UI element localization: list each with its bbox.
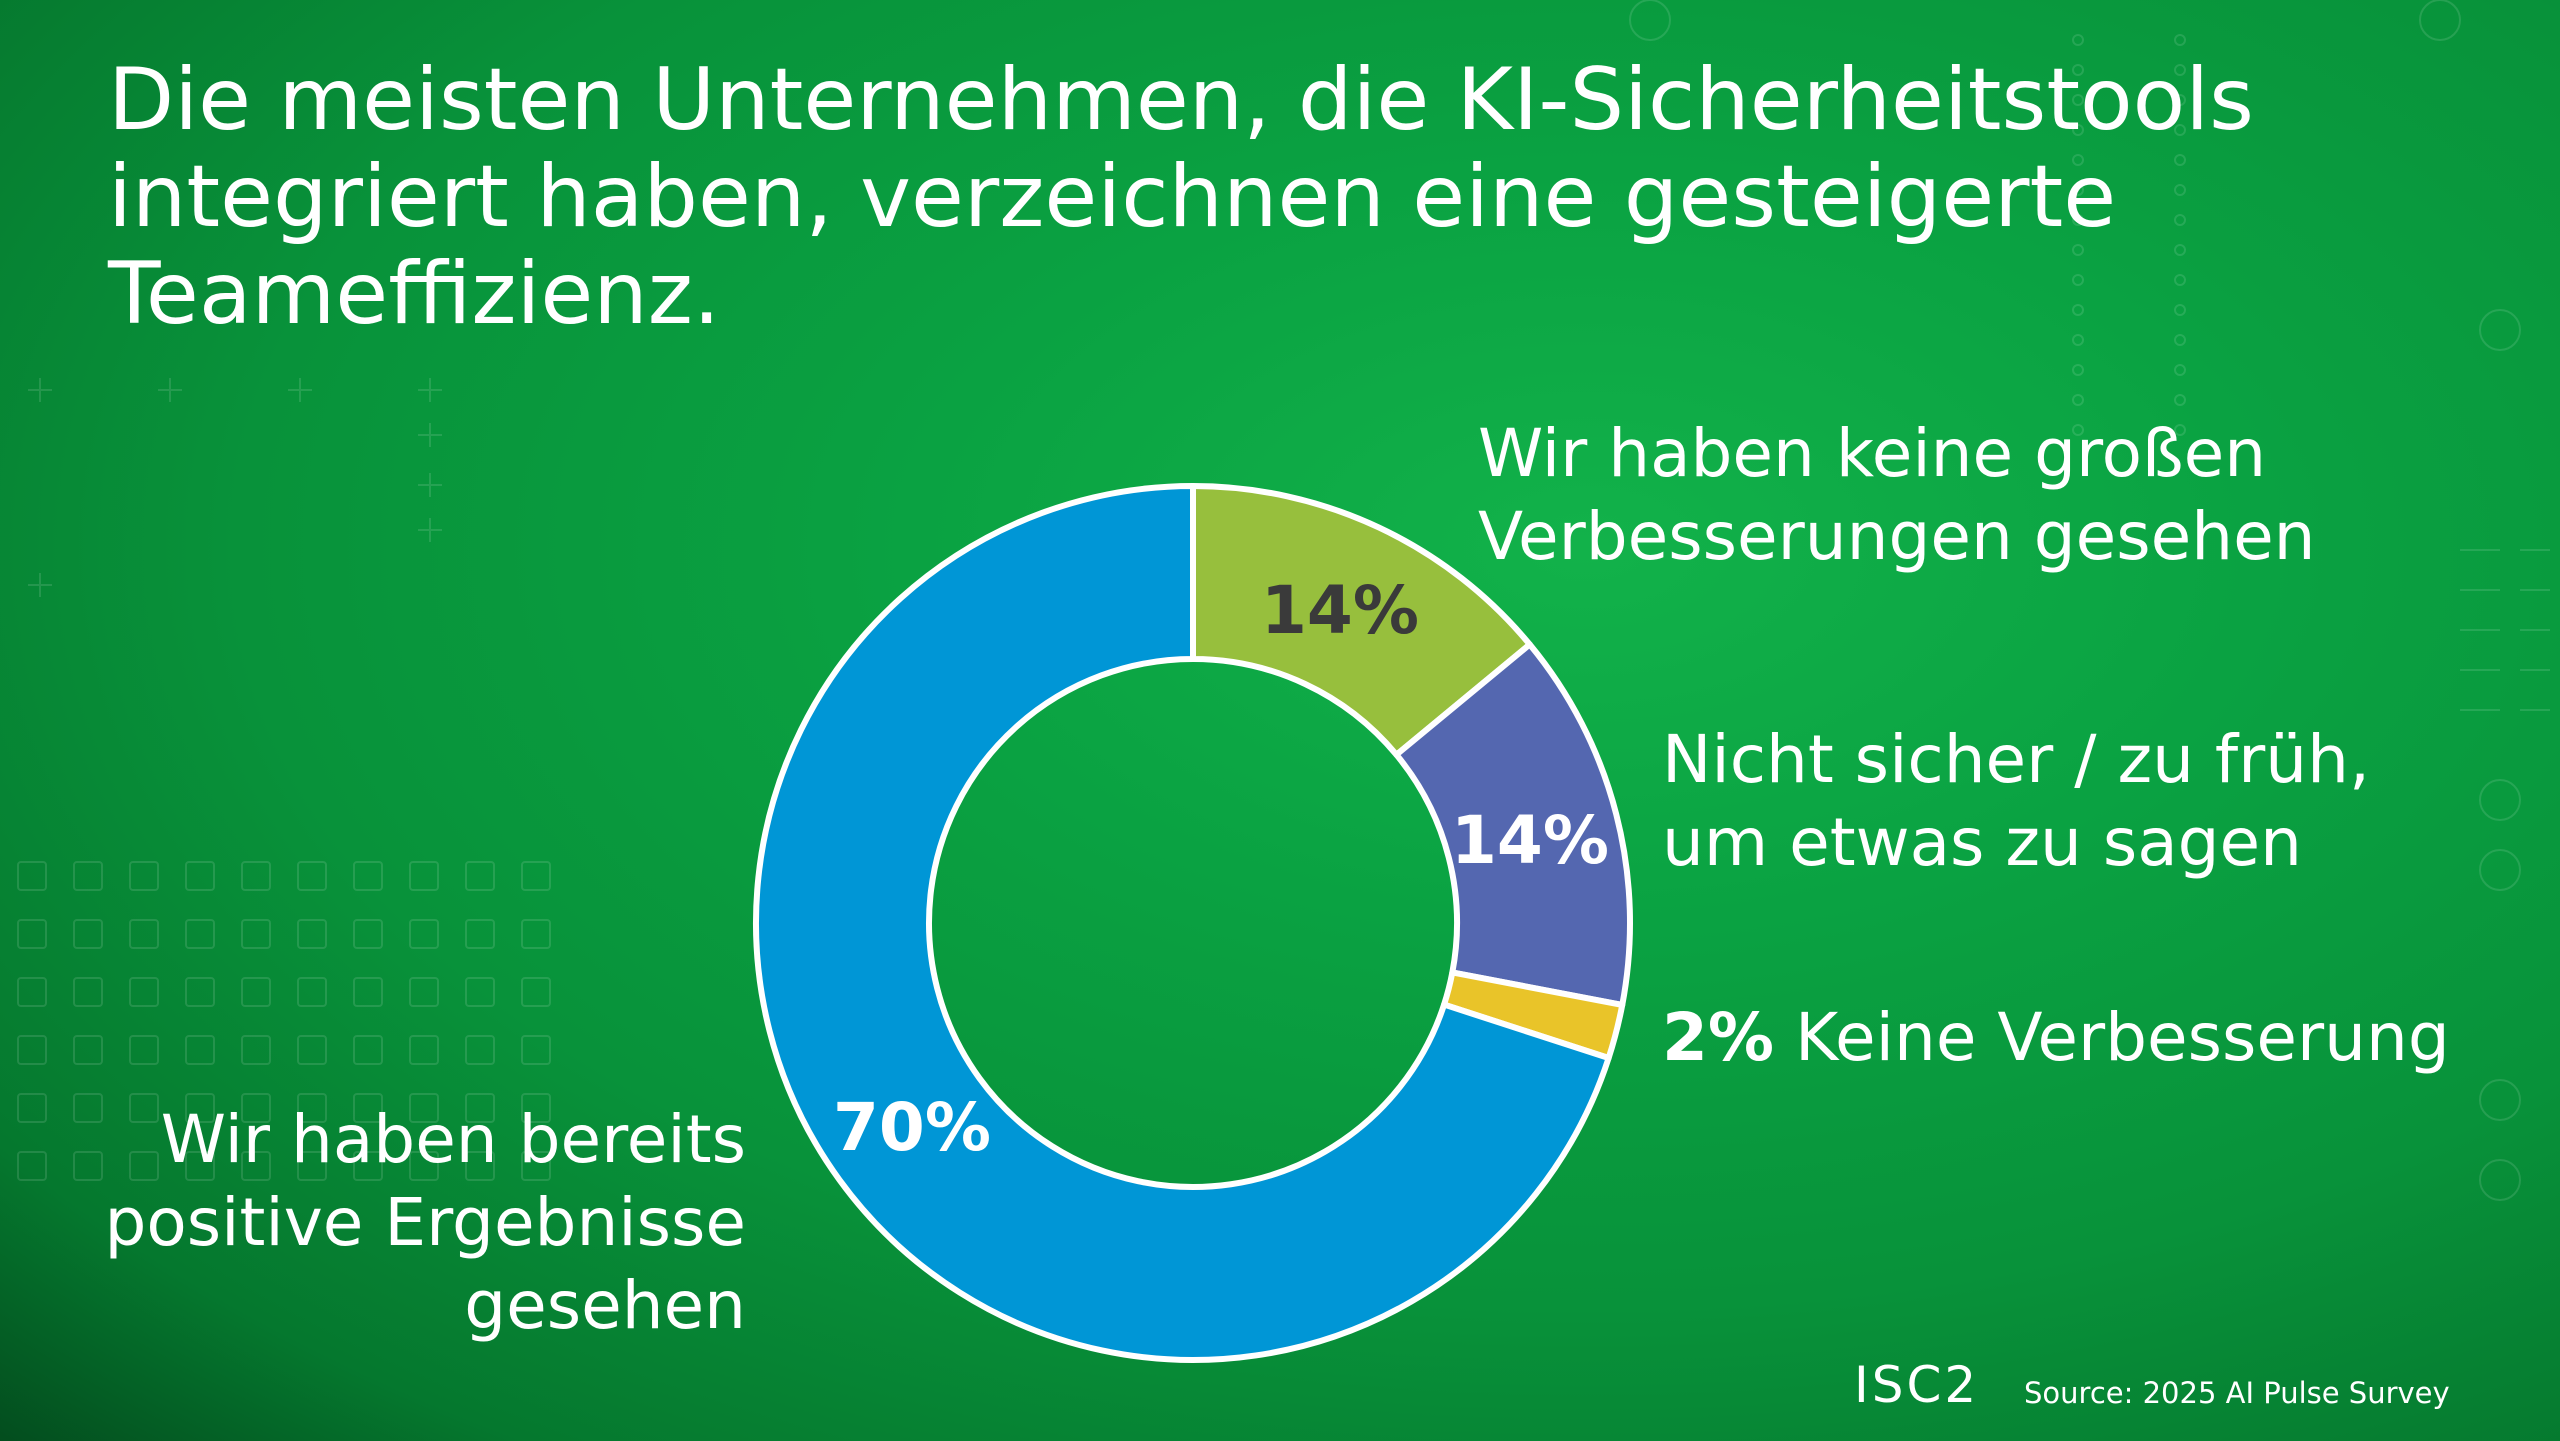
label-line: gesehen [464,1267,746,1345]
slice-no-major-improvements [1190,483,1533,758]
source-note: Source: 2025 AI Pulse Survey [2024,1376,2450,1410]
label-line: Wir haben keine großen [1478,415,2267,492]
label-line: positive Ergebnisse [104,1184,746,1262]
slice-not-sure [1393,641,1633,1008]
title-line: Die meisten Unternehmen, die KI-Sicherhe… [108,50,2254,150]
label-line: Verbesserungen gesehen [1478,498,2316,576]
title-line: Teameffizienz. [108,244,721,345]
label-no-improvement: 2% Keine Verbesserung [1662,996,2450,1079]
no-improvement-percent: 2% [1662,999,1775,1076]
label-not-sure: Nicht sicher / zu früh, um etwas zu sage… [1662,718,2370,884]
pct-label-no-major-improvements: 14% [1261,572,1419,649]
label-line: Wir haben bereits [160,1101,746,1178]
label-line: Keine Verbesserung [1795,999,2450,1076]
label-line: Nicht sicher / zu früh, [1662,721,2370,798]
label-no-major-improvements: Wir haben keine großen Verbesserungen ge… [1478,412,2316,578]
page-title: Die meisten Unternehmen, die KI-Sicherhe… [108,50,2408,345]
slice-positive-results [753,483,1612,1363]
pct-label-positive-results: 70% [833,1089,991,1166]
isc2-logo: ISC2 [1854,1356,1980,1414]
label-positive-results: Wir haben bereits positive Ergebnisse ge… [105,1098,746,1347]
pct-label-not-sure: 14% [1451,802,1609,879]
label-line: um etwas zu sagen [1662,804,2302,882]
title-line: integriert haben, verzeichnen eine geste… [108,147,2117,248]
